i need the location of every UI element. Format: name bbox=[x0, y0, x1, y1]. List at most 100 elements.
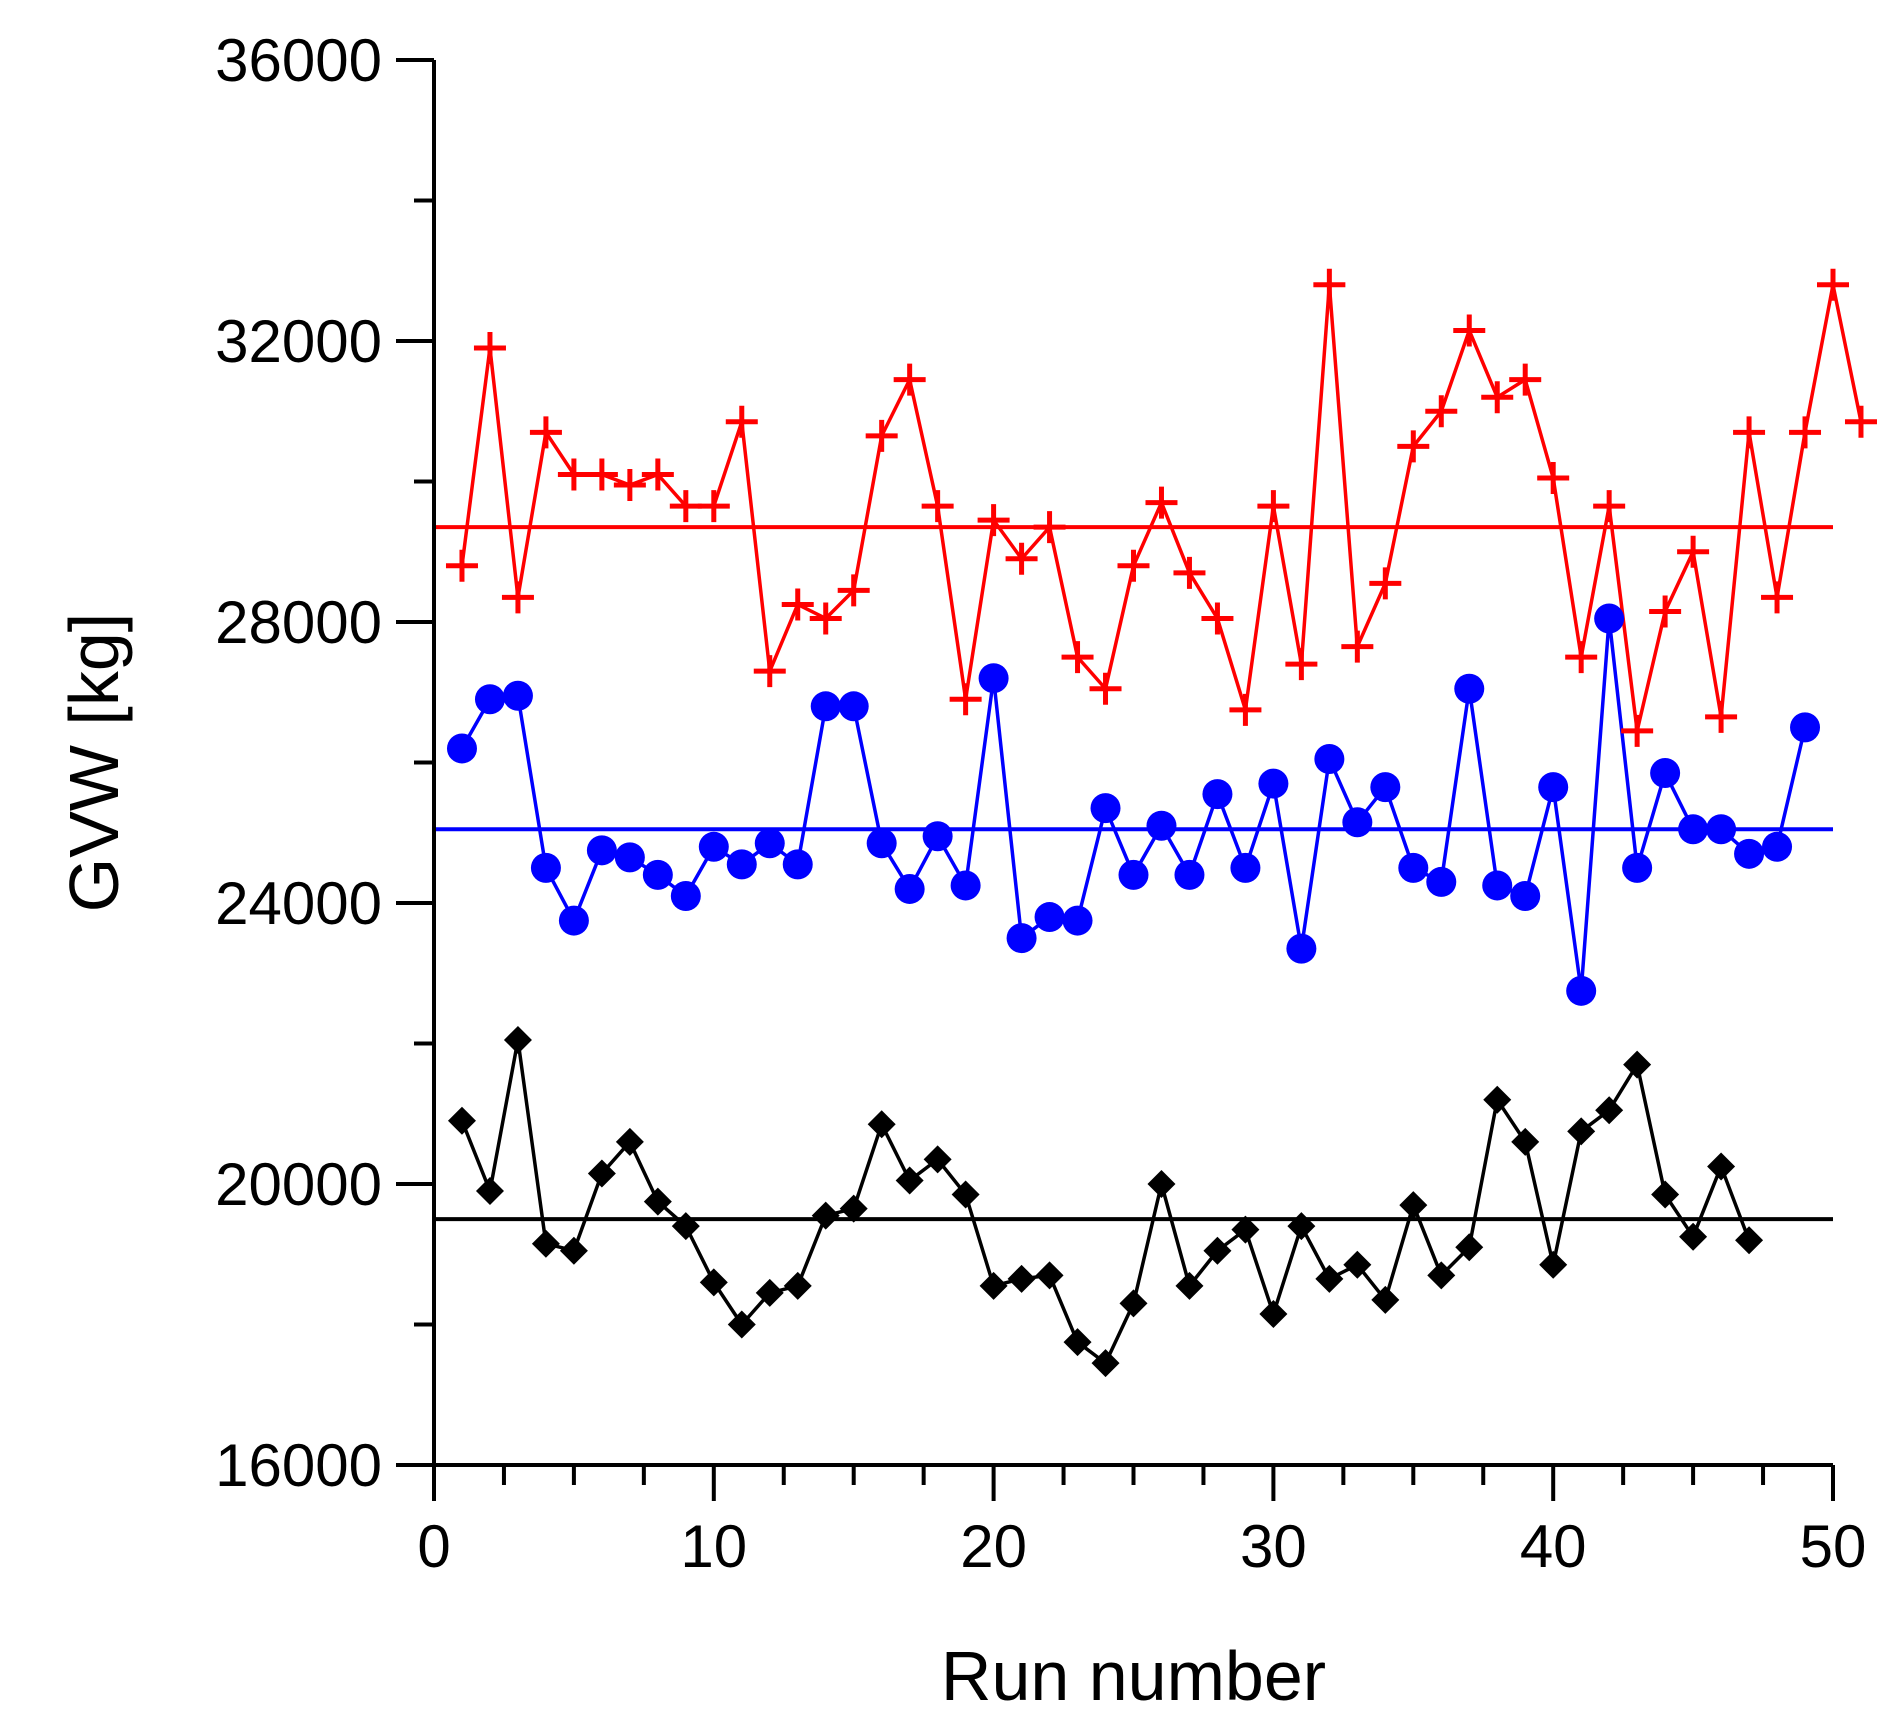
series-2-point bbox=[1091, 1349, 1120, 1378]
series-1-point bbox=[1734, 838, 1765, 869]
y-tick-label: 16000 bbox=[215, 1432, 382, 1499]
series-2-point bbox=[1035, 1261, 1064, 1290]
series-1-point bbox=[1566, 975, 1597, 1006]
series-0-point bbox=[1005, 542, 1038, 575]
series-0-point bbox=[837, 574, 870, 607]
series-0-point bbox=[1844, 405, 1877, 438]
series-0-point bbox=[977, 504, 1010, 537]
series-0-point bbox=[1565, 641, 1598, 674]
series-2-point bbox=[1147, 1170, 1176, 1198]
series-2-point bbox=[1315, 1264, 1344, 1293]
series-0-point bbox=[1285, 648, 1318, 681]
x-axis-title: Run number bbox=[941, 1637, 1326, 1715]
series-2-point bbox=[1063, 1328, 1092, 1357]
series-1-point bbox=[950, 870, 981, 901]
series-0-point bbox=[1257, 490, 1290, 523]
series-0-point bbox=[445, 549, 478, 582]
series-2-point bbox=[475, 1177, 504, 1206]
series-0-point bbox=[1117, 549, 1150, 582]
series-1-point bbox=[726, 849, 757, 880]
series-2-point bbox=[1651, 1180, 1680, 1209]
series-1-point bbox=[1118, 859, 1149, 890]
series-0-point bbox=[1789, 416, 1822, 449]
series-0-point bbox=[473, 332, 506, 365]
series-1-point bbox=[474, 684, 505, 715]
series-0-point bbox=[1061, 641, 1094, 674]
series-0-point bbox=[1733, 416, 1766, 449]
series-2-point bbox=[727, 1310, 756, 1339]
series-2-point bbox=[1287, 1212, 1316, 1241]
series-1-point bbox=[1258, 768, 1289, 799]
series-0-point bbox=[557, 458, 590, 491]
series-2-point bbox=[671, 1212, 700, 1241]
series-2-point bbox=[1567, 1117, 1596, 1146]
ticks-layer: 16000 20000 24000 28000 32000 36000 0 10 20 30 40 5… bbox=[215, 27, 1866, 1580]
series-2-point bbox=[1483, 1085, 1512, 1114]
series-2-point bbox=[1399, 1191, 1428, 1220]
series-1-point bbox=[1342, 807, 1373, 838]
series-1-point bbox=[1762, 831, 1793, 862]
series-1-point bbox=[1062, 905, 1093, 936]
series-1-point bbox=[1482, 870, 1513, 901]
axes-layer bbox=[432, 60, 1833, 1467]
series-0-point bbox=[781, 588, 814, 621]
series-1-point bbox=[1146, 810, 1177, 841]
series-0-point bbox=[1509, 363, 1542, 396]
series-0-point bbox=[1593, 490, 1626, 523]
series-0-point bbox=[1089, 672, 1122, 705]
series-2-point bbox=[1679, 1222, 1708, 1251]
series-1-point bbox=[1314, 743, 1345, 774]
series-2-point bbox=[615, 1127, 644, 1156]
series-1-point bbox=[1006, 923, 1037, 954]
series-0-point bbox=[1481, 381, 1514, 414]
series-2-point bbox=[1539, 1250, 1568, 1279]
series-0-point bbox=[753, 655, 786, 688]
series-0-point bbox=[1425, 395, 1458, 428]
series-0-point bbox=[1229, 693, 1262, 726]
series-1-point bbox=[1650, 758, 1681, 789]
y-tick-label: 32000 bbox=[215, 308, 382, 375]
series-1-point bbox=[1202, 779, 1233, 810]
x-tick-label: 50 bbox=[1800, 1513, 1867, 1580]
series-2-point bbox=[783, 1271, 812, 1300]
series-0-point bbox=[1705, 700, 1738, 733]
series-1-point bbox=[1370, 772, 1401, 803]
series-1-point bbox=[866, 828, 897, 859]
series-0-point bbox=[1677, 535, 1710, 568]
series-1-point bbox=[922, 821, 953, 852]
series-1-point bbox=[1454, 673, 1485, 704]
series-0-point bbox=[1649, 595, 1682, 628]
series-2-point bbox=[643, 1187, 672, 1216]
series-1-point bbox=[642, 859, 673, 890]
series-0-point bbox=[529, 416, 562, 449]
series-1-point bbox=[1426, 866, 1457, 897]
series-0-point bbox=[921, 490, 954, 523]
series-1-point bbox=[698, 831, 729, 862]
series-0-point bbox=[1341, 630, 1374, 663]
series-2-point bbox=[1511, 1127, 1540, 1156]
series-0-point bbox=[641, 458, 674, 491]
series-0-point bbox=[893, 363, 926, 396]
series-2-point bbox=[447, 1106, 476, 1135]
series-1-point bbox=[1538, 772, 1569, 803]
series-1-point bbox=[1034, 902, 1065, 933]
x-tick-label: 40 bbox=[1520, 1513, 1587, 1580]
series-1-point bbox=[782, 849, 813, 880]
series-0-point bbox=[1369, 567, 1402, 600]
series-2-point bbox=[755, 1278, 784, 1307]
series-1-point bbox=[1286, 933, 1317, 964]
y-tick-label: 24000 bbox=[215, 870, 382, 937]
series-1-point bbox=[558, 905, 589, 936]
series-2-point bbox=[1427, 1261, 1456, 1290]
series-2-point bbox=[811, 1201, 840, 1230]
series-1-point bbox=[586, 835, 617, 866]
series-0-point bbox=[1201, 602, 1234, 635]
series-1-point bbox=[1790, 712, 1821, 743]
series-1-point bbox=[1230, 852, 1261, 883]
series-0-point bbox=[1173, 556, 1206, 589]
series-2-point bbox=[699, 1268, 728, 1297]
series-2-point bbox=[1119, 1289, 1148, 1318]
series-2-point bbox=[1007, 1264, 1036, 1293]
series-0-point bbox=[865, 419, 898, 452]
